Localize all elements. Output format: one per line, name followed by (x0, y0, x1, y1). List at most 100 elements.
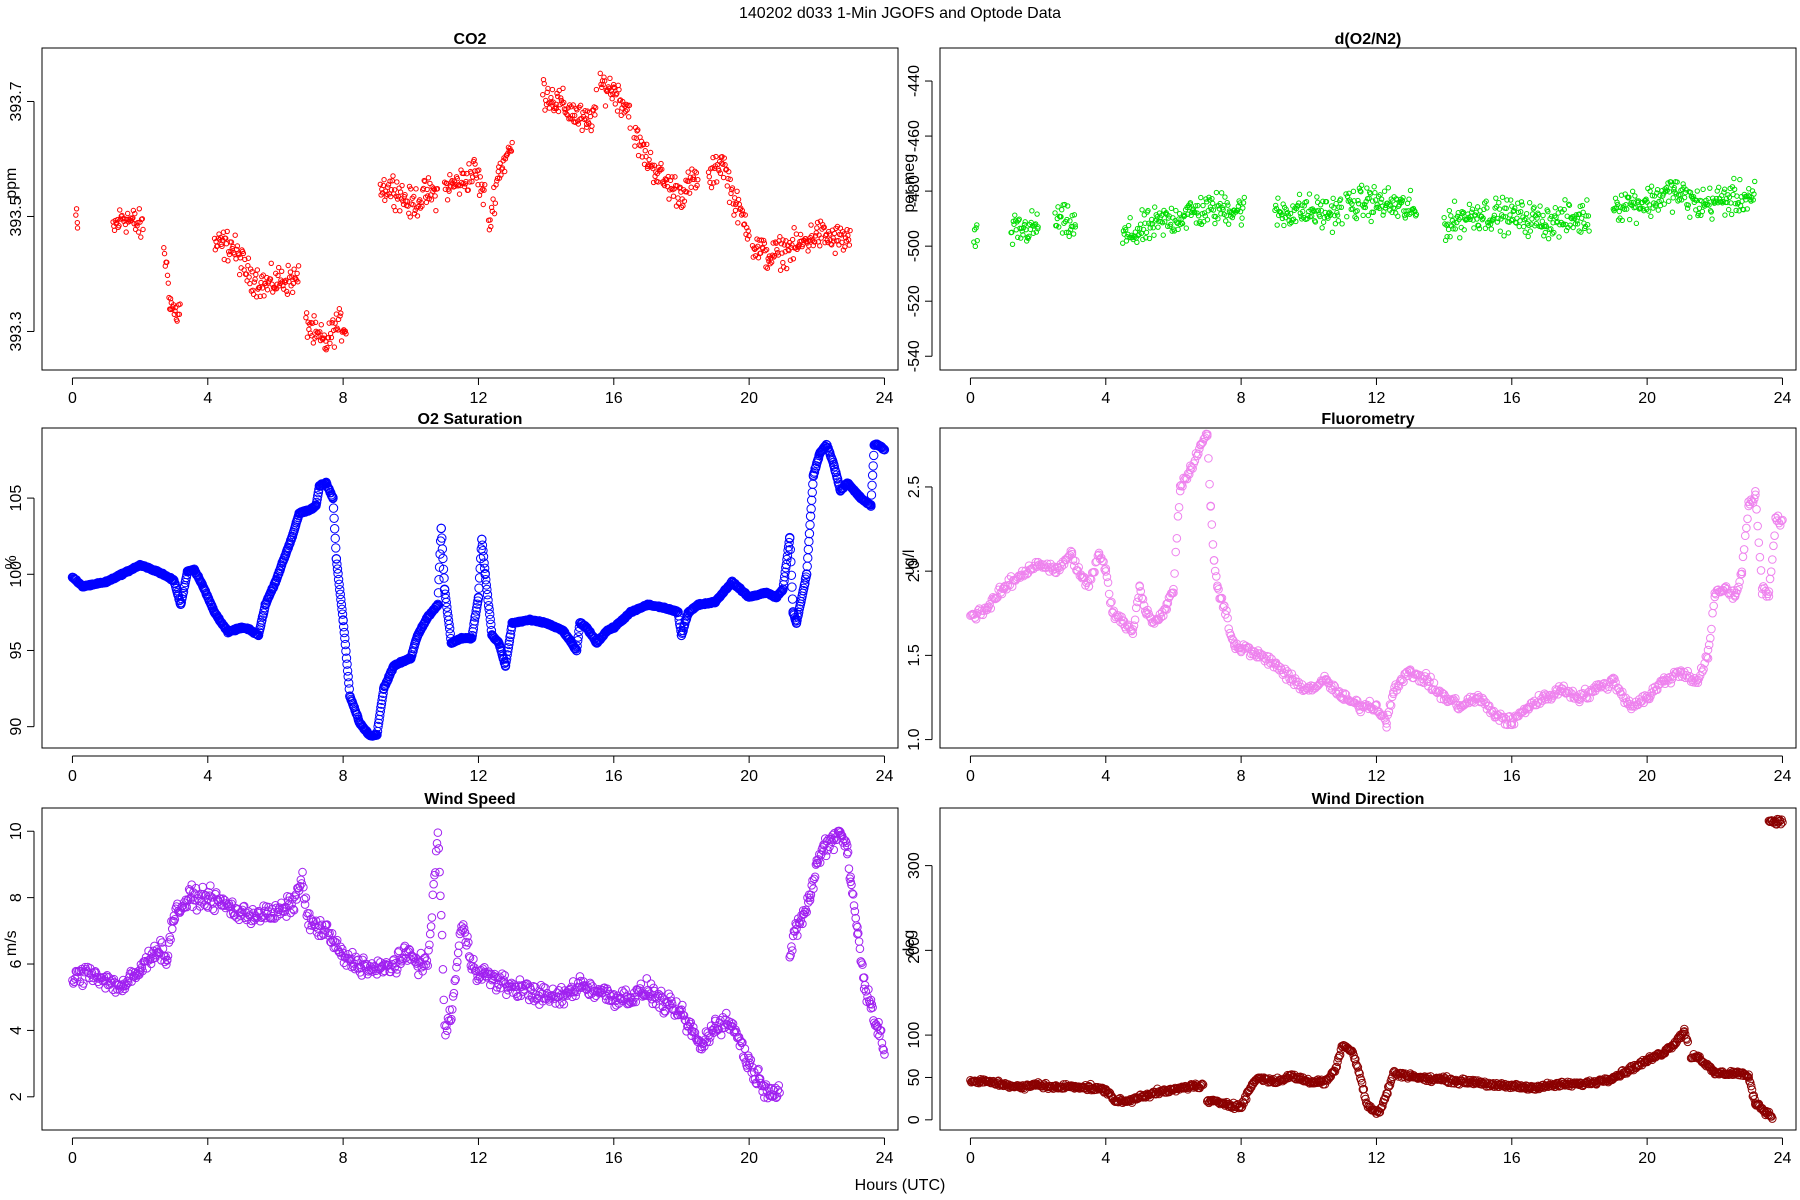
co2-data-point (608, 88, 615, 94)
do2n2-data-point (1016, 216, 1022, 222)
co2-data-point (172, 304, 179, 311)
co2-data-point (480, 201, 486, 208)
o2-saturation-data-point (501, 654, 512, 664)
do2n2-data-point (1722, 212, 1728, 218)
do2n2-data-point (1363, 198, 1369, 205)
wind-speed-x-tick-label: 24 (876, 1150, 894, 1167)
wind-speed-data-point (109, 974, 119, 984)
co2-data-point (708, 184, 715, 191)
do2n2-data-point (1192, 203, 1199, 209)
co2-data-point (681, 198, 688, 204)
co2-data-point (814, 219, 821, 226)
co2-data-point (449, 177, 455, 184)
fluorometry-plot-frame (939, 427, 1797, 749)
do2n2-data-point (1358, 182, 1365, 189)
co2-data-point (295, 263, 302, 269)
fluorometry-data-point (1535, 699, 1545, 708)
do2n2-data-point (1064, 203, 1071, 209)
fluorometry-data-point (1738, 552, 1748, 562)
o2-saturation-data-point (333, 568, 343, 579)
do2n2-data-point (1239, 215, 1245, 221)
do2n2-data-point (1460, 209, 1467, 216)
wind-speed-data-point (678, 1000, 687, 1010)
do2n2-data-point (1580, 209, 1586, 216)
do2n2-x-tick-label: 4 (1101, 390, 1110, 407)
wind-speed-data-point (146, 959, 156, 969)
wind-speed-data-point (343, 949, 353, 959)
o2-saturation-data-point (804, 536, 814, 547)
wind-speed-data-point (162, 955, 172, 965)
fluorometry-data-point (1213, 581, 1222, 591)
o2-saturation-data-point (804, 528, 815, 539)
do2n2-data-point (1364, 185, 1370, 191)
fluorometry-data-point (1137, 593, 1147, 603)
wind-speed-data-point (732, 1027, 741, 1037)
fluorometry-data-point (1764, 587, 1774, 596)
wind-speed-data-point (787, 946, 797, 955)
do2n2-data-point (1474, 204, 1481, 210)
do2n2-data-point (1063, 229, 1069, 236)
wind-speed-data-point (469, 954, 478, 964)
do2n2-data-point (1034, 211, 1040, 217)
do2n2-data-point (1626, 194, 1632, 200)
co2-data-point (467, 179, 473, 185)
o2-saturation-data-point (867, 470, 878, 481)
do2n2-data-point (1469, 206, 1476, 212)
do2n2-x-tick-label: 0 (966, 390, 975, 407)
co2-data-point (761, 240, 768, 246)
o2-saturation-data-point (573, 632, 583, 642)
o2-saturation-x-tick-label: 8 (339, 768, 348, 785)
do2n2-data-point (1674, 179, 1680, 185)
do2n2-data-point (1680, 181, 1686, 187)
do2n2-data-point (1229, 214, 1236, 221)
do2n2-data-point (1671, 186, 1677, 193)
fluorometry-data-point (1768, 555, 1777, 564)
fluorometry-data-point (1171, 547, 1181, 557)
wind-speed-data-point (740, 1044, 750, 1053)
co2-data-point (716, 167, 722, 174)
o2-saturation-data-point (336, 594, 346, 605)
wind-speed-data-point (536, 980, 546, 990)
do2n2-data-point (1176, 216, 1182, 222)
do2n2-data-point (1015, 234, 1021, 241)
wind-speed-y-axis-label: m/s (3, 930, 20, 956)
fluorometry-data-point (1138, 594, 1148, 604)
fluorometry-data-point (1190, 456, 1200, 466)
co2-data-point (123, 229, 129, 235)
do2n2-data-point (1407, 211, 1413, 217)
do2n2-data-point (1137, 221, 1144, 227)
co2-data-point (558, 95, 564, 101)
co2-data-point (820, 221, 826, 228)
co2-data-point (650, 165, 656, 172)
co2-data-point (607, 75, 613, 82)
do2n2-x-tick-label: 16 (1503, 390, 1521, 407)
o2-saturation-data-point (339, 627, 349, 638)
o2-saturation-data-point (335, 585, 345, 595)
co2-data-point (252, 276, 258, 282)
do2n2-data-point (1138, 230, 1145, 237)
do2n2-data-point (1222, 194, 1228, 200)
wind-speed-y-tick-label: 8 (8, 893, 25, 902)
do2n2-data-point (1661, 201, 1667, 207)
o2-saturation-data-point (879, 445, 890, 455)
o2-saturation-data-point (437, 533, 447, 543)
fluorometry-data-point (971, 614, 981, 624)
wind-speed-data-point (427, 913, 437, 922)
co2-data-point (225, 258, 231, 264)
do2n2-data-point (1365, 212, 1372, 219)
do2n2-data-point (1551, 229, 1557, 236)
do2n2-data-point (1287, 221, 1293, 227)
fluorometry-data-point (1208, 540, 1218, 549)
wind-speed-data-point (337, 944, 347, 954)
co2-data-point (253, 294, 260, 300)
wind-speed-data-point (631, 997, 641, 1007)
co2-data-point (589, 123, 595, 129)
do2n2-data-point (1056, 224, 1062, 230)
fluorometry-data-point (1205, 479, 1214, 489)
do2n2-data-point (1523, 215, 1529, 222)
co2-data-point (428, 197, 435, 203)
do2n2-data-point (1545, 235, 1552, 242)
co2-data-point (335, 327, 341, 333)
wind-speed-data-point (301, 893, 311, 902)
wind-speed-data-point (170, 914, 180, 924)
